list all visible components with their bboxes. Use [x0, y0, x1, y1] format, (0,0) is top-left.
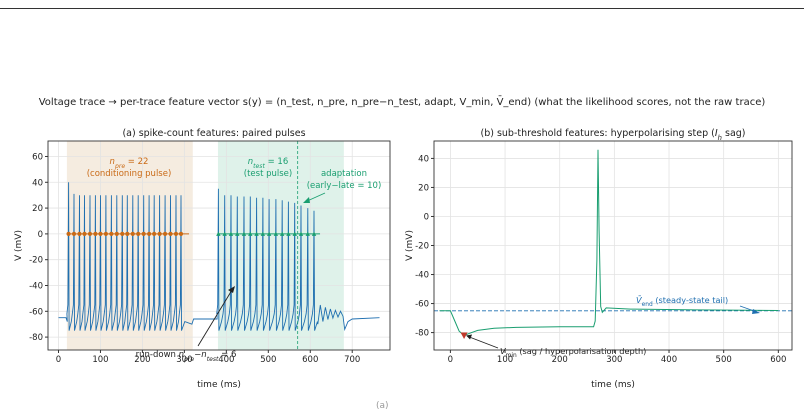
test-spike-marker-6 — [254, 231, 259, 236]
pre-spike-marker-10 — [120, 231, 125, 236]
annotation-vmin: Vmin (sag / hyperpolarisation depth) — [500, 346, 646, 359]
xtick-label-b-0: 0 — [448, 355, 453, 365]
test-spike-marker-13 — [298, 231, 304, 236]
annotation-adapt-1: adaptation — [321, 169, 367, 179]
ytick-label-b--20: -20 — [415, 242, 429, 252]
ytick-label-a--60: -60 — [29, 307, 43, 317]
pre-spike-marker-20 — [173, 231, 179, 236]
test-spike-marker-1 — [222, 231, 227, 236]
adapt-arrow-head — [303, 197, 310, 203]
pre-spike-marker-8 — [109, 231, 114, 236]
pre-spike-marker-11 — [125, 231, 130, 236]
annotation-npre: npre = 22 — [110, 157, 149, 170]
test-spike-marker-0 — [216, 231, 221, 236]
ylabel-b: V (mV) — [405, 230, 415, 261]
pre-spike-marker-7 — [103, 231, 109, 236]
pre-spike-marker-2 — [77, 231, 82, 236]
xtick-label-a-200: 200 — [134, 355, 150, 365]
xtick-label-a-300: 300 — [176, 355, 192, 365]
vmin-arrow-head — [466, 334, 473, 340]
vmin-marker — [460, 332, 468, 339]
pre-spike-marker-6 — [98, 231, 103, 236]
pre-spike-marker-14 — [141, 231, 146, 236]
ytick-label-a--80: -80 — [29, 333, 43, 343]
annotation-vend: V̄end (steady-state tail) — [636, 295, 728, 308]
ytick-label-a-20: 20 — [32, 204, 43, 214]
ytick-label-a--20: -20 — [29, 256, 43, 266]
annotation-npre-note: (conditioning pulse) — [87, 169, 172, 179]
vmin-arrow-shaft — [467, 336, 499, 349]
annotation-rundown: run-down npre−ntest = 6 — [136, 350, 237, 363]
xtick-label-b-100: 100 — [497, 355, 513, 365]
figure-caption: Voltage trace → per-trace feature vector… — [38, 97, 766, 108]
vend-arrow-head — [752, 309, 760, 314]
xtick-label-b-400: 400 — [661, 355, 677, 365]
pre-spike-marker-5 — [93, 231, 98, 236]
pre-spike-marker-12 — [130, 231, 135, 236]
pre-spike-marker-18 — [162, 231, 168, 236]
pre-spike-marker-0 — [66, 231, 71, 236]
top-rule — [0, 8, 804, 9]
pre-spike-marker-4 — [87, 231, 93, 236]
ytick-label-a-60: 60 — [32, 152, 43, 162]
test-spike-marker-14 — [305, 231, 310, 236]
voltage-trace-b — [439, 149, 779, 337]
test-spike-marker-7 — [260, 231, 266, 236]
xtick-label-a-0: 0 — [56, 355, 61, 365]
annotation-ntest: ntest = 16 — [248, 157, 288, 170]
test-spike-marker-5 — [248, 231, 253, 236]
ytick-label-b--60: -60 — [415, 300, 429, 310]
pre-spike-marker-3 — [82, 231, 87, 236]
pre-spike-marker-13 — [136, 231, 141, 236]
xtick-label-a-700: 700 — [344, 355, 360, 365]
ytick-label-b-40: 40 — [418, 154, 429, 164]
test-spike-marker-8 — [266, 231, 272, 236]
xtick-label-a-100: 100 — [92, 355, 108, 365]
test-spike-marker-9 — [273, 231, 279, 236]
pre-spike-marker-15 — [147, 231, 152, 236]
test-spike-marker-4 — [241, 231, 247, 236]
rundown-arrow-head — [228, 286, 235, 293]
pre-spike-marker-21 — [178, 231, 184, 236]
xtick-label-b-300: 300 — [606, 355, 622, 365]
chart-a-title: (a) spike-count features: paired pulses — [122, 128, 305, 139]
xlabel-a: time (ms) — [197, 380, 241, 390]
test-spike-marker-12 — [292, 231, 297, 236]
xlabel-b: time (ms) — [591, 380, 635, 390]
pre-spike-marker-1 — [71, 231, 77, 236]
pre-spike-marker-16 — [152, 231, 157, 236]
pre-spike-marker-17 — [157, 231, 162, 236]
rundown-arrow-shaft — [197, 289, 233, 347]
xtick-label-a-400: 400 — [218, 355, 234, 365]
ytick-label-a-0: 0 — [38, 230, 43, 240]
pre-spike-marker-19 — [168, 231, 173, 236]
test-spike-marker-15 — [311, 231, 317, 236]
test-spike-marker-11 — [286, 231, 291, 236]
annotation-adapt-2: (early−late = 10) — [307, 181, 382, 191]
xtick-label-b-500: 500 — [716, 355, 732, 365]
test-spike-marker-2 — [228, 231, 234, 236]
ytick-label-b-0: 0 — [424, 212, 429, 222]
test-spike-marker-10 — [279, 231, 285, 236]
xtick-label-a-500: 500 — [260, 355, 276, 365]
ytick-label-b--40: -40 — [415, 271, 429, 281]
xtick-label-a-600: 600 — [302, 355, 318, 365]
chart-b-title: (b) sub-threshold features: hyperpolaris… — [481, 128, 746, 142]
axes-frame-a — [47, 140, 391, 351]
ytick-label-a--40: -40 — [29, 281, 43, 291]
voltage-trace-a — [58, 182, 380, 332]
pre-spike-marker-9 — [114, 231, 119, 236]
ylabel-a: V (mV) — [14, 230, 24, 261]
ytick-label-b--80: -80 — [415, 329, 429, 339]
annotation-ntest-note: (test pulse) — [244, 169, 292, 179]
ytick-label-a-40: 40 — [32, 178, 43, 188]
xtick-label-b-200: 200 — [552, 355, 568, 365]
test-spike-marker-3 — [235, 231, 240, 236]
pulse-region-test — [217, 141, 344, 350]
xtick-label-b-600: 600 — [770, 355, 786, 365]
footer-mark: (a) — [376, 401, 389, 411]
ytick-label-b-20: 20 — [418, 183, 429, 193]
